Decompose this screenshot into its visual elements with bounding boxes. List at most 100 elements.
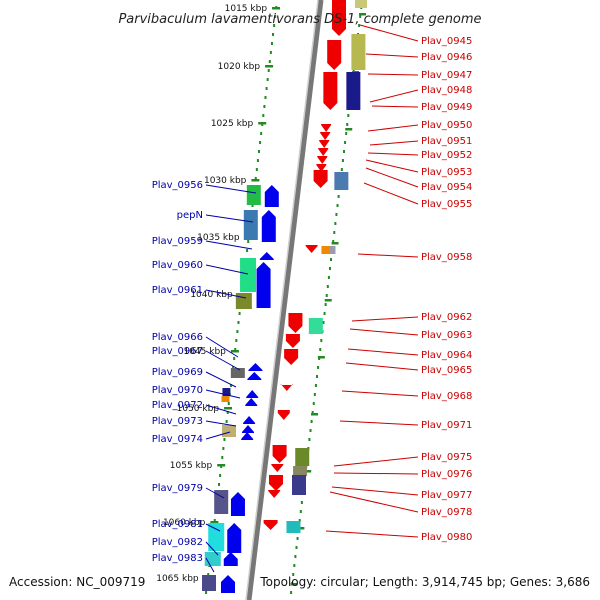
leader-line xyxy=(205,264,249,275)
gene-label-plav_0974: Plav_0974 xyxy=(152,434,203,445)
gene-label-plav_0983: Plav_0983 xyxy=(152,553,203,564)
track-dot xyxy=(341,159,344,162)
gene-label-plav_0973: Plav_0973 xyxy=(152,416,203,427)
track-dot xyxy=(290,591,293,594)
gene-label-plav_0950: Plav_0950 xyxy=(421,120,472,131)
gene-label-plav_0967: Plav_0967 xyxy=(152,346,203,357)
track-dot xyxy=(218,483,221,486)
track-dot xyxy=(254,177,257,180)
leader-line xyxy=(325,530,419,538)
reverse-cds-arrow xyxy=(277,410,290,420)
track-dot xyxy=(336,204,339,207)
gene-label-plav_0947: Plav_0947 xyxy=(421,70,472,81)
kbp-tick-mark xyxy=(297,527,305,530)
gene-label-plav_0952: Plav_0952 xyxy=(421,150,472,161)
track-dot xyxy=(345,132,348,135)
cog-box xyxy=(221,396,230,402)
kbp-tick-mark xyxy=(217,464,226,467)
leader-line xyxy=(205,289,247,299)
track-dot xyxy=(272,33,275,36)
forward-cds-arrow xyxy=(259,252,274,260)
track-dot xyxy=(346,123,349,126)
leader-line xyxy=(205,541,219,556)
track-dot xyxy=(234,348,237,351)
gene-label-plav_0981: Plav_0981 xyxy=(152,519,203,530)
leader-line xyxy=(341,390,419,397)
gene-label-pepn: pepN xyxy=(177,210,203,221)
track-dot xyxy=(324,303,327,306)
track-dot xyxy=(300,501,303,504)
track-dot xyxy=(264,96,267,99)
kbp-tick-mark xyxy=(331,242,339,245)
track-dot xyxy=(251,204,254,207)
track-dot xyxy=(273,24,276,27)
cog-box xyxy=(334,172,349,190)
kbp-ticks: 1015 kbp 1020 kbp 1025 kbp 1030 kbp 1035 kbp… xyxy=(156,4,367,586)
track-dot xyxy=(213,519,216,522)
reverse-cds-arrow xyxy=(318,148,329,156)
reverse-cds-arrow xyxy=(284,349,299,365)
kbp-tick-mark xyxy=(311,413,319,416)
track-dot xyxy=(232,366,235,369)
kbp-tick-label: 1015 kbp xyxy=(225,4,268,14)
kbp-tick-label: 1060 kbp xyxy=(163,518,206,528)
leader-line xyxy=(205,557,215,573)
reverse-cds-arrow xyxy=(288,313,303,333)
leader-line xyxy=(205,350,241,371)
cog-box xyxy=(295,448,310,466)
reverse-cds-arrow xyxy=(319,140,330,148)
leader-line xyxy=(365,167,419,188)
track-dot xyxy=(269,51,272,54)
gene-label-plav_0948: Plav_0948 xyxy=(421,85,472,96)
track-dot xyxy=(270,42,273,45)
kbp-tick-mark xyxy=(324,299,332,302)
forward-cds-arrow xyxy=(247,372,262,380)
gene-label-plav_0964: Plav_0964 xyxy=(421,350,472,361)
track-dot xyxy=(293,564,296,567)
reverse-cds-arrow xyxy=(323,72,338,110)
forward-cds-arrow xyxy=(248,363,263,371)
kbp-tick-label: 1040 kbp xyxy=(190,290,233,300)
track-dot xyxy=(326,285,329,288)
leader-line xyxy=(363,182,419,205)
track-dot xyxy=(319,348,322,351)
cog-box xyxy=(222,388,231,396)
leader-line xyxy=(367,152,419,156)
track-dot xyxy=(333,231,336,234)
cog-box xyxy=(286,521,301,533)
track-dot xyxy=(246,249,249,252)
track-dot xyxy=(259,141,262,144)
track-dot xyxy=(229,384,232,387)
reverse-cds-arrow xyxy=(332,0,346,36)
track-dot xyxy=(205,591,208,594)
gene-label-plav_0980: Plav_0980 xyxy=(421,532,472,543)
gene-label-plav_0961: Plav_0961 xyxy=(152,285,203,296)
leader-line xyxy=(205,523,221,532)
kbp-tick-mark xyxy=(359,13,367,16)
cog-box xyxy=(235,293,252,309)
gene-label-plav_0960: Plav_0960 xyxy=(152,260,203,271)
track-dot xyxy=(334,222,337,225)
gene-label-plav_0945: Plav_0945 xyxy=(421,36,472,47)
cog-box xyxy=(293,466,308,476)
cog-box xyxy=(204,552,221,566)
gene-label-plav_0982: Plav_0982 xyxy=(152,537,203,548)
track-dot xyxy=(325,294,328,297)
gene-label-plav_0979: Plav_0979 xyxy=(152,483,203,494)
track-dot xyxy=(314,384,317,387)
gene-label-plav_0955: Plav_0955 xyxy=(421,199,472,210)
track-dot xyxy=(358,24,361,27)
kbp-tick-mark xyxy=(317,356,325,359)
reverse-cds-arrow xyxy=(320,132,331,140)
forward-cds-arrow xyxy=(243,416,256,424)
kbp-tick-mark xyxy=(265,65,274,68)
reverse-cds-arrow xyxy=(263,520,278,530)
kbp-tick-label: 1020 kbp xyxy=(218,62,261,72)
track-dot xyxy=(343,150,345,153)
forward-cds-arrow xyxy=(241,432,254,440)
leader-line xyxy=(331,486,419,496)
track-dot xyxy=(263,105,266,108)
track-dot xyxy=(296,537,299,540)
track-dot xyxy=(310,420,313,423)
